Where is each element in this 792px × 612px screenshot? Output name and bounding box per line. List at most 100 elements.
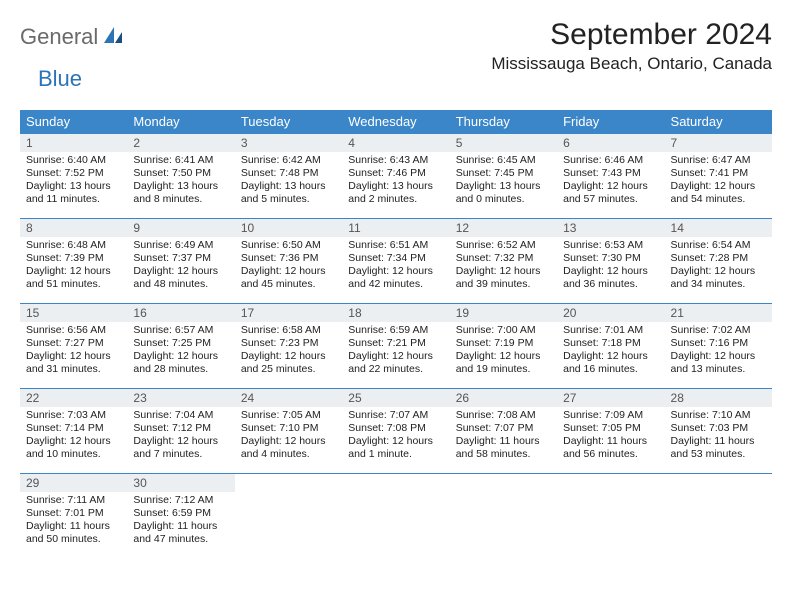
day-cell: 11Sunrise: 6:51 AMSunset: 7:34 PMDayligh…: [342, 219, 449, 300]
day-body: Sunrise: 6:53 AMSunset: 7:30 PMDaylight:…: [557, 237, 664, 300]
day-number: 26: [450, 389, 557, 407]
day-number: 22: [20, 389, 127, 407]
day-cell: .....: [557, 474, 664, 555]
daylight: Daylight: 11 hours and 58 minutes.: [456, 435, 551, 461]
day-body: Sunrise: 7:11 AMSunset: 7:01 PMDaylight:…: [20, 492, 127, 555]
day-body: Sunrise: 6:45 AMSunset: 7:45 PMDaylight:…: [450, 152, 557, 215]
sunrise: Sunrise: 7:01 AM: [563, 324, 658, 337]
sunrise: Sunrise: 6:56 AM: [26, 324, 121, 337]
day-number: 29: [20, 474, 127, 492]
sunset: Sunset: 7:46 PM: [348, 167, 443, 180]
sunset: Sunset: 7:16 PM: [671, 337, 766, 350]
daylight: Daylight: 12 hours and 45 minutes.: [241, 265, 336, 291]
sunrise: Sunrise: 6:49 AM: [133, 239, 228, 252]
day-cell: 22Sunrise: 7:03 AMSunset: 7:14 PMDayligh…: [20, 389, 127, 470]
week-row: 8Sunrise: 6:48 AMSunset: 7:39 PMDaylight…: [20, 219, 772, 300]
day-number: 24: [235, 389, 342, 407]
day-cell: 12Sunrise: 6:52 AMSunset: 7:32 PMDayligh…: [450, 219, 557, 300]
sunrise: Sunrise: 6:54 AM: [671, 239, 766, 252]
week-row: 22Sunrise: 7:03 AMSunset: 7:14 PMDayligh…: [20, 389, 772, 470]
sunset: Sunset: 7:03 PM: [671, 422, 766, 435]
day-body: Sunrise: 6:48 AMSunset: 7:39 PMDaylight:…: [20, 237, 127, 300]
day-body: Sunrise: 6:43 AMSunset: 7:46 PMDaylight:…: [342, 152, 449, 215]
daylight: Daylight: 12 hours and 34 minutes.: [671, 265, 766, 291]
day-cell: 6Sunrise: 6:46 AMSunset: 7:43 PMDaylight…: [557, 134, 664, 215]
day-cell: 14Sunrise: 6:54 AMSunset: 7:28 PMDayligh…: [665, 219, 772, 300]
daylight: Daylight: 12 hours and 19 minutes.: [456, 350, 551, 376]
day-number: 3: [235, 134, 342, 152]
daylight: Daylight: 12 hours and 25 minutes.: [241, 350, 336, 376]
sunrise: Sunrise: 7:07 AM: [348, 409, 443, 422]
day-number: 17: [235, 304, 342, 322]
day-cell: 17Sunrise: 6:58 AMSunset: 7:23 PMDayligh…: [235, 304, 342, 385]
day-number: 10: [235, 219, 342, 237]
day-cell: 27Sunrise: 7:09 AMSunset: 7:05 PMDayligh…: [557, 389, 664, 470]
day-body: Sunrise: 6:56 AMSunset: 7:27 PMDaylight:…: [20, 322, 127, 385]
day-number: 1: [20, 134, 127, 152]
day-cell: 19Sunrise: 7:00 AMSunset: 7:19 PMDayligh…: [450, 304, 557, 385]
daylight: Daylight: 13 hours and 5 minutes.: [241, 180, 336, 206]
sunset: Sunset: 7:12 PM: [133, 422, 228, 435]
day-body: Sunrise: 7:12 AMSunset: 6:59 PMDaylight:…: [127, 492, 234, 555]
daylight: Daylight: 12 hours and 28 minutes.: [133, 350, 228, 376]
day-cell: 13Sunrise: 6:53 AMSunset: 7:30 PMDayligh…: [557, 219, 664, 300]
dow-mon: Monday: [127, 110, 234, 134]
day-body: Sunrise: 7:09 AMSunset: 7:05 PMDaylight:…: [557, 407, 664, 470]
daylight: Daylight: 11 hours and 47 minutes.: [133, 520, 228, 546]
day-cell: 29Sunrise: 7:11 AMSunset: 7:01 PMDayligh…: [20, 474, 127, 555]
day-body: Sunrise: 6:46 AMSunset: 7:43 PMDaylight:…: [557, 152, 664, 215]
day-body: Sunrise: 6:52 AMSunset: 7:32 PMDaylight:…: [450, 237, 557, 300]
sunset: Sunset: 7:32 PM: [456, 252, 551, 265]
day-body: Sunrise: 7:07 AMSunset: 7:08 PMDaylight:…: [342, 407, 449, 470]
sunset: Sunset: 7:08 PM: [348, 422, 443, 435]
daylight: Daylight: 12 hours and 39 minutes.: [456, 265, 551, 291]
daylight: Daylight: 12 hours and 22 minutes.: [348, 350, 443, 376]
sunset: Sunset: 7:05 PM: [563, 422, 658, 435]
month-title: September 2024: [491, 18, 772, 52]
day-body: Sunrise: 6:42 AMSunset: 7:48 PMDaylight:…: [235, 152, 342, 215]
sunrise: Sunrise: 6:47 AM: [671, 154, 766, 167]
day-cell: 5Sunrise: 6:45 AMSunset: 7:45 PMDaylight…: [450, 134, 557, 215]
day-number: 15: [20, 304, 127, 322]
day-body: Sunrise: 6:59 AMSunset: 7:21 PMDaylight:…: [342, 322, 449, 385]
day-body: Sunrise: 7:02 AMSunset: 7:16 PMDaylight:…: [665, 322, 772, 385]
day-cell: 26Sunrise: 7:08 AMSunset: 7:07 PMDayligh…: [450, 389, 557, 470]
daylight: Daylight: 12 hours and 57 minutes.: [563, 180, 658, 206]
sunrise: Sunrise: 6:48 AM: [26, 239, 121, 252]
calendar-table: Sunday Monday Tuesday Wednesday Thursday…: [20, 110, 772, 555]
sunrise: Sunrise: 6:41 AM: [133, 154, 228, 167]
sunrise: Sunrise: 6:43 AM: [348, 154, 443, 167]
day-body: Sunrise: 6:57 AMSunset: 7:25 PMDaylight:…: [127, 322, 234, 385]
daylight: Daylight: 12 hours and 7 minutes.: [133, 435, 228, 461]
sunrise: Sunrise: 6:51 AM: [348, 239, 443, 252]
daylight: Daylight: 11 hours and 53 minutes.: [671, 435, 766, 461]
brand-part1: General: [20, 24, 98, 50]
day-body: Sunrise: 6:54 AMSunset: 7:28 PMDaylight:…: [665, 237, 772, 300]
day-cell: 23Sunrise: 7:04 AMSunset: 7:12 PMDayligh…: [127, 389, 234, 470]
day-body: Sunrise: 6:51 AMSunset: 7:34 PMDaylight:…: [342, 237, 449, 300]
brand-logo: General: [20, 18, 126, 50]
day-cell: .....: [665, 474, 772, 555]
daylight: Daylight: 12 hours and 48 minutes.: [133, 265, 228, 291]
day-cell: .....: [342, 474, 449, 555]
sunset: Sunset: 7:50 PM: [133, 167, 228, 180]
day-cell: 9Sunrise: 6:49 AMSunset: 7:37 PMDaylight…: [127, 219, 234, 300]
dow-row: Sunday Monday Tuesday Wednesday Thursday…: [20, 110, 772, 134]
day-cell: 28Sunrise: 7:10 AMSunset: 7:03 PMDayligh…: [665, 389, 772, 470]
day-body: Sunrise: 7:04 AMSunset: 7:12 PMDaylight:…: [127, 407, 234, 470]
day-body: Sunrise: 6:49 AMSunset: 7:37 PMDaylight:…: [127, 237, 234, 300]
day-cell: 21Sunrise: 7:02 AMSunset: 7:16 PMDayligh…: [665, 304, 772, 385]
daylight: Daylight: 12 hours and 31 minutes.: [26, 350, 121, 376]
day-body: Sunrise: 6:50 AMSunset: 7:36 PMDaylight:…: [235, 237, 342, 300]
sunset: Sunset: 7:18 PM: [563, 337, 658, 350]
day-body: Sunrise: 6:40 AMSunset: 7:52 PMDaylight:…: [20, 152, 127, 215]
daylight: Daylight: 12 hours and 10 minutes.: [26, 435, 121, 461]
day-body: Sunrise: 7:03 AMSunset: 7:14 PMDaylight:…: [20, 407, 127, 470]
day-number: 5: [450, 134, 557, 152]
daylight: Daylight: 12 hours and 42 minutes.: [348, 265, 443, 291]
day-number: 6: [557, 134, 664, 152]
sunrise: Sunrise: 7:08 AM: [456, 409, 551, 422]
sunset: Sunset: 7:28 PM: [671, 252, 766, 265]
sunset: Sunset: 7:27 PM: [26, 337, 121, 350]
sunrise: Sunrise: 7:11 AM: [26, 494, 121, 507]
